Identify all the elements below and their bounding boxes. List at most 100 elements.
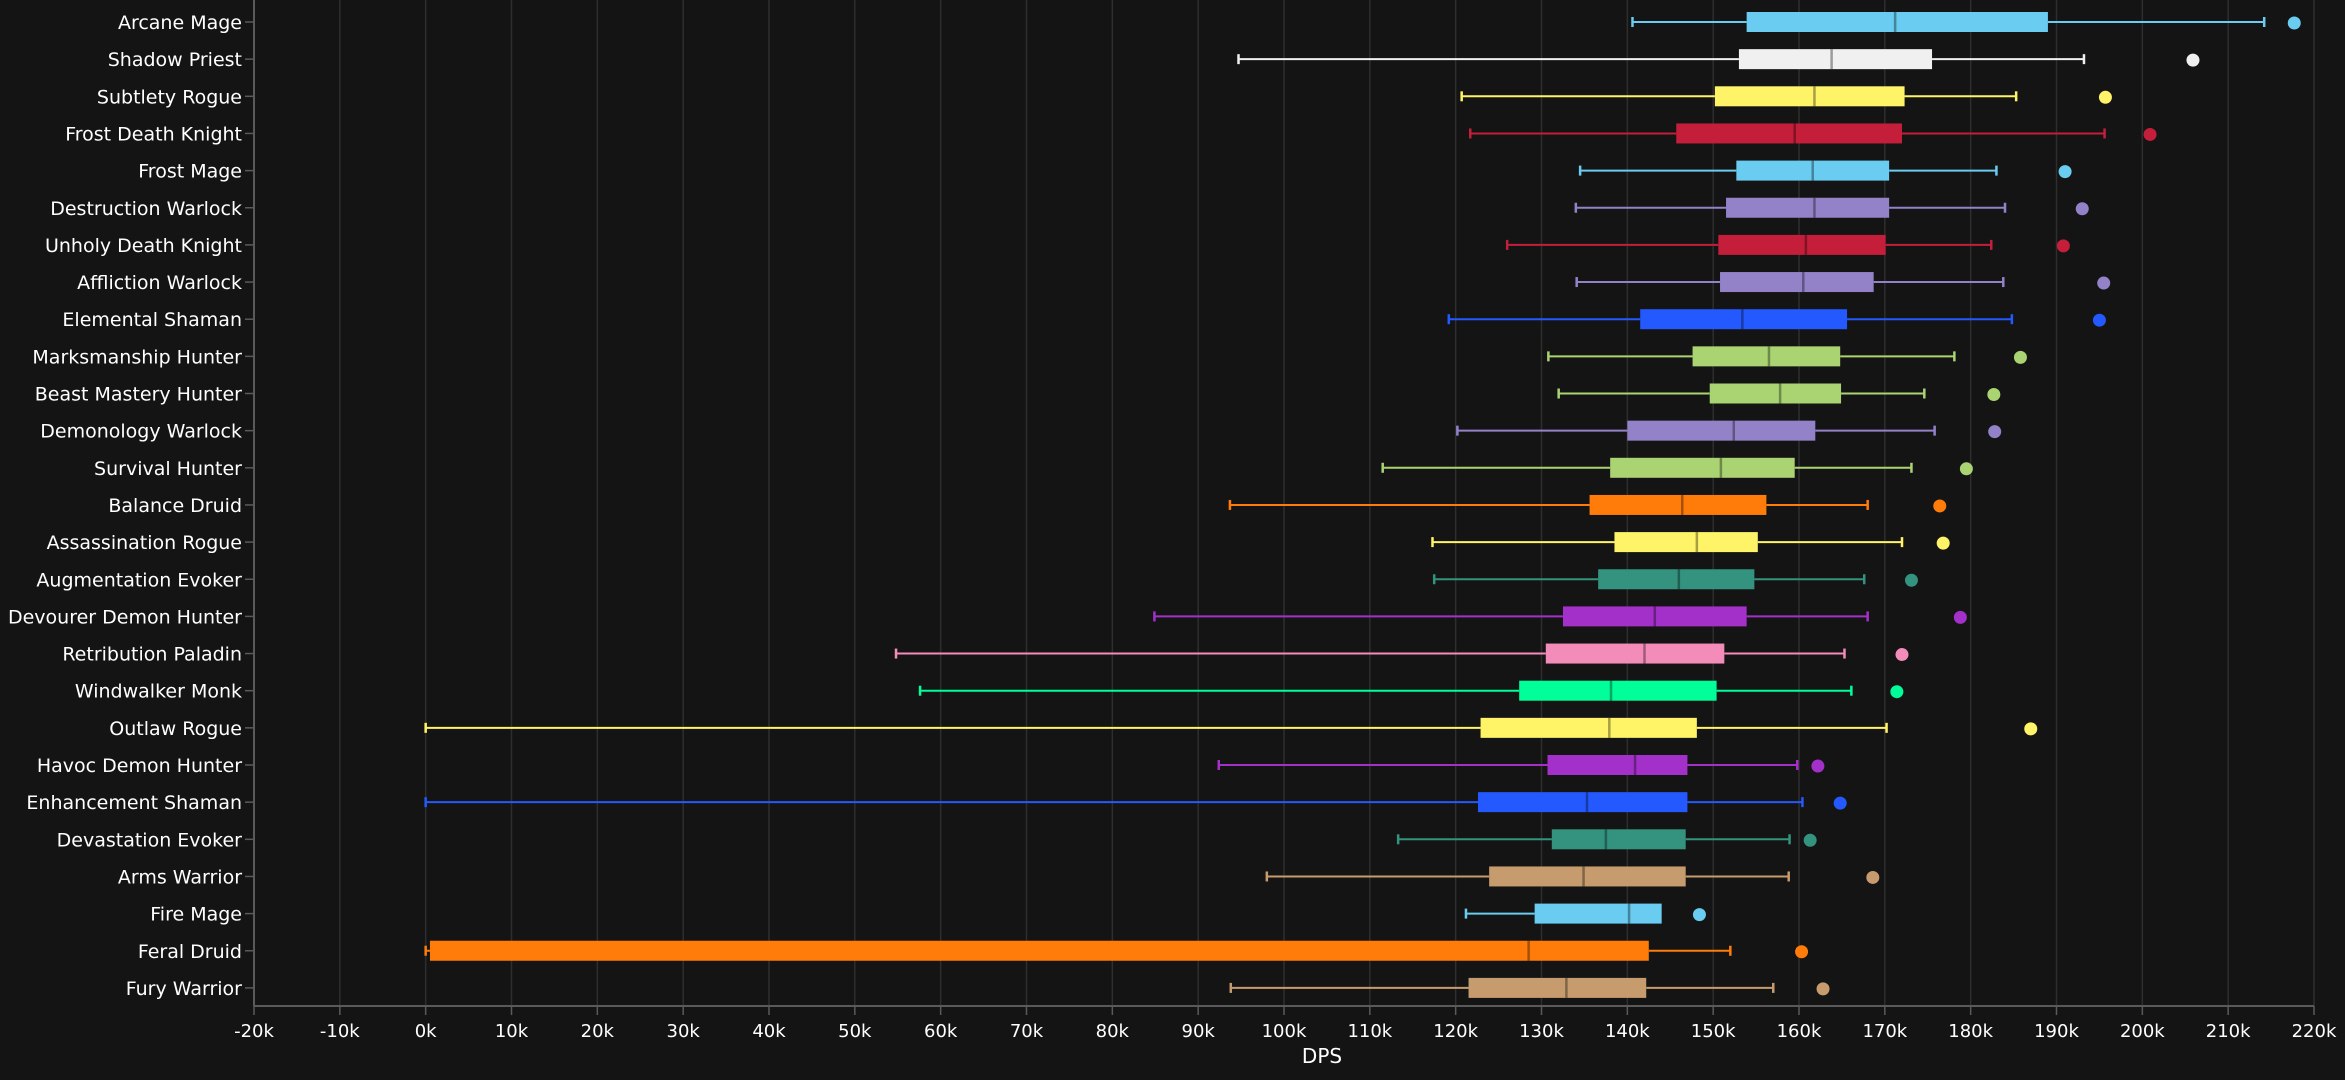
box — [1562, 606, 1747, 627]
box — [1640, 309, 1848, 330]
box-row: Arcane Mage — [118, 12, 2301, 34]
x-tick-label: 0k — [415, 1021, 437, 1042]
box-row: Fury Warrior — [126, 977, 1830, 1000]
category-label: Retribution Paladin — [62, 644, 242, 666]
category-label: Augmentation Evoker — [36, 569, 242, 591]
x-tick-label: 150k — [1691, 1021, 1736, 1042]
category-label: Devourer Demon Hunter — [8, 606, 242, 628]
outlier-point — [1866, 870, 1880, 884]
x-tick-label: 140k — [1605, 1021, 1650, 1042]
x-tick-label: 110k — [1347, 1021, 1392, 1042]
box-row: Augmentation Evoker — [36, 569, 1918, 591]
box — [1468, 977, 1647, 998]
outlier-point — [2075, 202, 2089, 216]
x-tick-label: 60k — [924, 1021, 958, 1042]
outlier-point — [1987, 388, 2001, 401]
box-row: Assassination Rogue — [47, 532, 1950, 554]
box — [1692, 346, 1841, 367]
box-row: Affliction Warlock — [77, 272, 2111, 294]
outlier-point — [2056, 239, 2070, 253]
x-tick-label: 220k — [2292, 1021, 2337, 1042]
box — [1519, 680, 1717, 701]
x-tick-label: 80k — [1096, 1021, 1130, 1042]
outlier-point — [1803, 833, 1817, 847]
outlier-point — [1816, 982, 1830, 996]
category-label: Elemental Shaman — [62, 309, 242, 331]
axis-layer: -20k -10k 0k 10k 20k 30k 40k 50k 60k 70k 80k 90k 100… — [234, 0, 2337, 1042]
x-tick-label: 70k — [1010, 1021, 1044, 1042]
x-tick-label: 30k — [667, 1021, 701, 1042]
box-row: Windwalker Monk — [75, 680, 1904, 703]
category-label: Subtlety Rogue — [97, 86, 242, 108]
outlier-point — [2092, 313, 2106, 327]
x-tick-label: 210k — [2206, 1021, 2251, 1042]
x-tick-label: 10k — [495, 1021, 529, 1042]
box — [1718, 234, 1886, 255]
outlier-point — [1904, 573, 1918, 587]
box — [429, 940, 1649, 961]
outlier-point — [1890, 685, 1904, 699]
box — [1714, 86, 1905, 107]
x-tick-label: 120k — [1433, 1021, 1478, 1042]
category-label: Havoc Demon Hunter — [37, 755, 242, 777]
box — [1726, 197, 1890, 218]
box — [1614, 532, 1758, 553]
category-label: Arcane Mage — [118, 12, 242, 34]
outlier-point — [2143, 127, 2157, 141]
box — [1598, 569, 1755, 590]
box-row: Frost Death Knight — [65, 123, 2157, 145]
outlier-point — [1895, 648, 1909, 662]
box — [1589, 494, 1767, 515]
category-label: Arms Warrior — [118, 866, 242, 888]
category-label: Windwalker Monk — [75, 681, 242, 703]
box — [1610, 457, 1795, 478]
box-row: Beast Mastery Hunter — [35, 383, 2001, 406]
category-label: Frost Mage — [138, 161, 242, 183]
category-label: Unholy Death Knight — [45, 235, 242, 257]
category-label: Frost Death Knight — [65, 123, 242, 145]
box-row: Destruction Warlock — [50, 197, 2089, 220]
x-tick-label: 200k — [2120, 1021, 2165, 1042]
box — [1746, 12, 2048, 32]
box — [1480, 717, 1697, 738]
outlier-point — [1833, 796, 1847, 810]
box-row: Retribution Paladin — [62, 643, 1909, 666]
x-tick-label: 180k — [1948, 1021, 1993, 1042]
category-label: Outlaw Rogue — [109, 718, 242, 740]
box — [1720, 272, 1874, 293]
x-tick-label: 190k — [2034, 1021, 2079, 1042]
box-row: Devourer Demon Hunter — [8, 606, 1967, 628]
x-tick-label: 20k — [581, 1021, 615, 1042]
box-row: Balance Druid — [108, 494, 1947, 517]
category-label: Survival Hunter — [94, 458, 242, 480]
box — [1676, 123, 1902, 144]
box-row: Shadow Priest — [108, 49, 2200, 71]
outlier-point — [1959, 462, 1973, 476]
box-row: Devastation Evoker — [57, 829, 1817, 851]
outlier-point — [1811, 759, 1825, 773]
box — [1551, 829, 1686, 850]
x-tick-label: -10k — [320, 1021, 360, 1042]
box-row: Survival Hunter — [94, 457, 1973, 480]
box — [1738, 49, 1933, 70]
x-tick-label: 130k — [1519, 1021, 1564, 1042]
box-row: Outlaw Rogue — [109, 717, 2038, 740]
x-tick-label: 170k — [1862, 1021, 1907, 1042]
outlier-point — [2024, 722, 2038, 736]
category-label: Shadow Priest — [108, 49, 242, 71]
box — [1545, 643, 1725, 664]
box — [1534, 903, 1662, 924]
outlier-point — [2186, 53, 2200, 67]
outlier-point — [2098, 90, 2112, 104]
x-tick-label: 50k — [838, 1021, 872, 1042]
outlier-point — [1936, 536, 1950, 550]
box-row: Enhancement Shaman — [26, 792, 1847, 814]
outlier-point — [2097, 276, 2111, 290]
outlier-point — [1933, 499, 1947, 513]
box — [1489, 866, 1686, 887]
box-row: Marksmanship Hunter — [32, 346, 2027, 368]
category-label: Devastation Evoker — [57, 829, 243, 851]
category-label: Enhancement Shaman — [26, 792, 242, 814]
box-row: Arms Warrior — [118, 866, 1880, 888]
